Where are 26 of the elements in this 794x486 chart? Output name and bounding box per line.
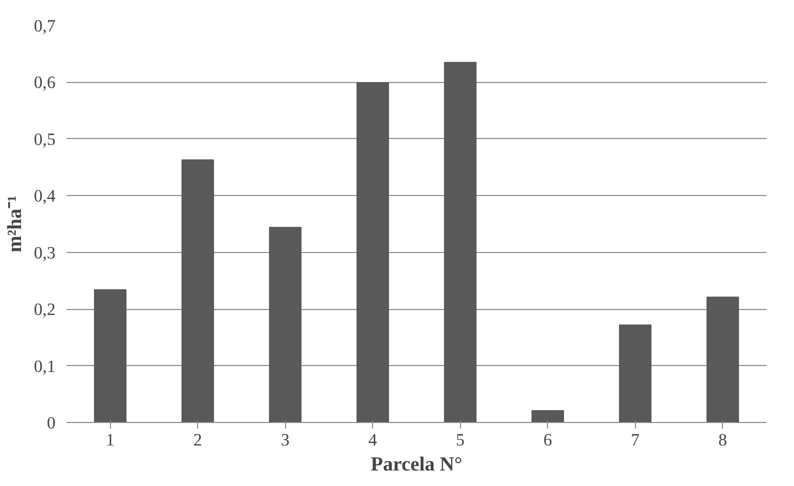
y-tick-label: 0 (46, 414, 56, 432)
x-tick-label: 6 (543, 430, 552, 450)
y-tick-label: 0,4 (34, 186, 56, 206)
bar (706, 296, 739, 422)
y-tick-label: 0,5 (34, 130, 56, 149)
bar (444, 62, 476, 422)
bar (182, 159, 214, 422)
bar (269, 226, 302, 422)
x-axis-title: Parcela N° (370, 454, 462, 476)
x-tick-label: 1 (106, 430, 115, 450)
bar (94, 289, 126, 422)
y-tick-label: 0,6 (34, 73, 56, 92)
y-tick-label: 0,7 (34, 16, 56, 36)
bar (532, 410, 564, 422)
y-axis-title: m²ha⁻¹ (4, 196, 26, 252)
x-tick-label: 5 (456, 430, 465, 450)
x-tick-label: 4 (368, 430, 378, 450)
y-tick-label: 0,3 (34, 243, 56, 262)
x-tick-label: 3 (280, 430, 290, 450)
y-tick-label: 0,1 (34, 356, 56, 376)
x-tick-label: 2 (193, 430, 202, 450)
x-tick-label: 8 (718, 430, 728, 450)
y-tick-label: 0,2 (34, 300, 56, 320)
x-tick-label: 7 (630, 430, 640, 450)
bar (356, 82, 389, 422)
bar (619, 324, 652, 422)
